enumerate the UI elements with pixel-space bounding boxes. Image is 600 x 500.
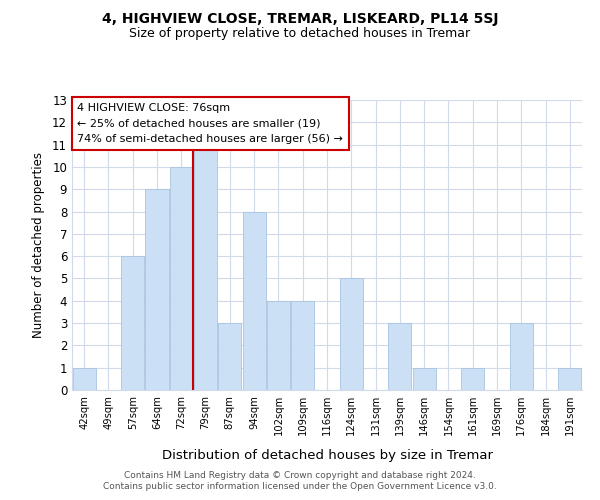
Bar <box>267 301 290 390</box>
Bar <box>461 368 484 390</box>
Bar <box>291 301 314 390</box>
Bar <box>121 256 144 390</box>
Bar <box>242 212 266 390</box>
Bar <box>73 368 95 390</box>
Text: Contains public sector information licensed under the Open Government Licence v3: Contains public sector information licen… <box>103 482 497 491</box>
Text: Size of property relative to detached houses in Tremar: Size of property relative to detached ho… <box>130 28 470 40</box>
Bar <box>340 278 363 390</box>
Bar <box>194 144 217 390</box>
Y-axis label: Number of detached properties: Number of detached properties <box>32 152 45 338</box>
X-axis label: Distribution of detached houses by size in Tremar: Distribution of detached houses by size … <box>161 449 493 462</box>
Text: 4, HIGHVIEW CLOSE, TREMAR, LISKEARD, PL14 5SJ: 4, HIGHVIEW CLOSE, TREMAR, LISKEARD, PL1… <box>102 12 498 26</box>
Bar <box>218 323 241 390</box>
Bar <box>413 368 436 390</box>
Text: Contains HM Land Registry data © Crown copyright and database right 2024.: Contains HM Land Registry data © Crown c… <box>124 471 476 480</box>
Bar <box>510 323 533 390</box>
Bar <box>145 189 169 390</box>
Bar <box>388 323 412 390</box>
Bar <box>170 167 193 390</box>
Bar <box>559 368 581 390</box>
Text: 4 HIGHVIEW CLOSE: 76sqm
← 25% of detached houses are smaller (19)
74% of semi-de: 4 HIGHVIEW CLOSE: 76sqm ← 25% of detache… <box>77 103 343 144</box>
